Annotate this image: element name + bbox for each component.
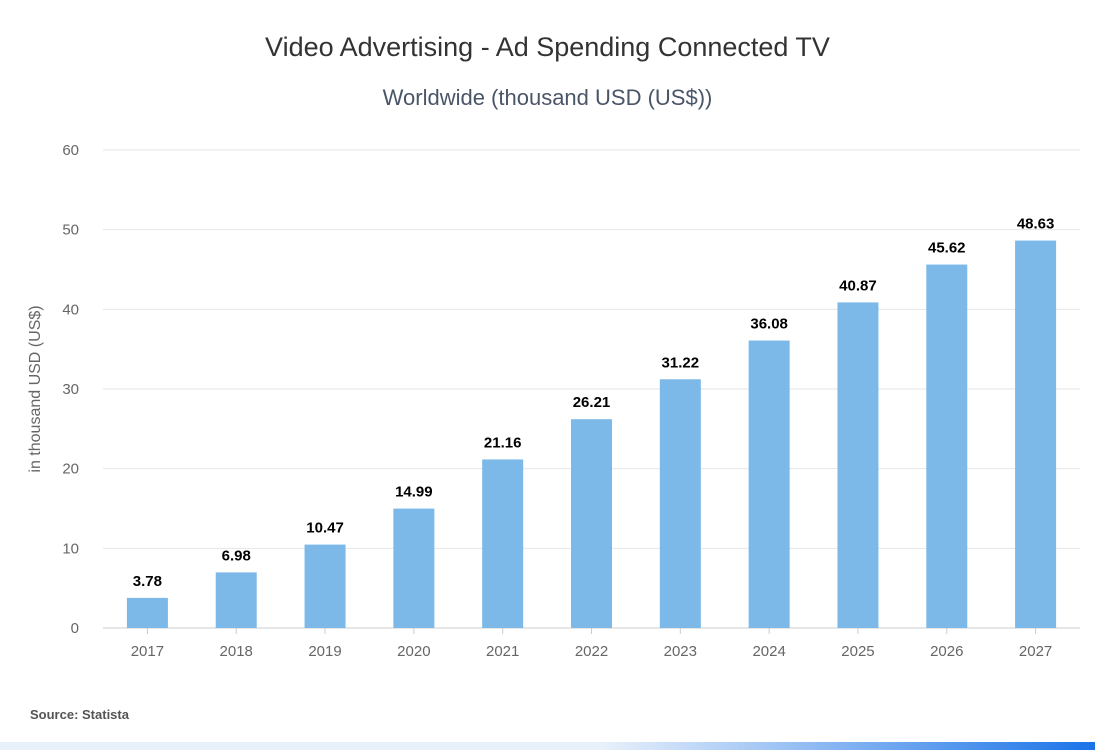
data-label: 36.08: [750, 316, 788, 333]
bar: [571, 419, 612, 628]
bar: [393, 508, 435, 628]
bar: [837, 302, 879, 628]
bar: [126, 597, 168, 628]
data-label: 21.16: [484, 434, 522, 451]
data-label: 40.87: [839, 277, 877, 294]
x-tick-label: 2018: [220, 643, 253, 660]
bar-chart: 0 10 20 30 40 50 60 3.78 6.98 10.47 14.99 21.16 26.…: [27, 142, 1080, 660]
x-tick-label: 2020: [397, 643, 430, 660]
x-tick-label: 2021: [486, 643, 519, 660]
y-tick-label: 0: [71, 620, 79, 637]
source-note: Source: Statista: [30, 707, 129, 722]
y-axis-label: in thousand USD (US$): [27, 305, 44, 472]
y-tick-label: 50: [62, 222, 79, 239]
x-tick-label: 2025: [841, 643, 874, 660]
data-label: 14.99: [395, 484, 433, 501]
y-tick-label: 20: [62, 461, 79, 478]
y-tick-label: 10: [62, 540, 79, 557]
x-tick-label: 2017: [131, 643, 164, 660]
bar: [482, 459, 524, 628]
x-tick-label: 2023: [664, 643, 697, 660]
y-axis-ticks: 0 10 20 30 40 50 60: [62, 142, 79, 637]
x-tick-label: 2026: [930, 643, 963, 660]
y-tick-label: 30: [62, 381, 79, 398]
data-label: 6.98: [222, 547, 251, 564]
bar: [304, 544, 346, 628]
bar: [748, 340, 790, 628]
x-axis-ticks: 2017 2018 2019 2020 2021 2022 2023 2024 2025 2026…: [131, 628, 1052, 660]
chart-subtitle: Worldwide (thousand USD (US$)): [382, 85, 713, 110]
data-label: 26.21: [573, 394, 611, 411]
data-label: 48.63: [1017, 216, 1055, 233]
data-label: 3.78: [133, 573, 162, 590]
x-tick-label: 2024: [752, 643, 785, 660]
y-tick-label: 40: [62, 301, 79, 318]
data-label: 10.47: [306, 520, 344, 537]
chart-title: Video Advertising - Ad Spending Connecte…: [265, 32, 830, 62]
y-tick-label: 60: [62, 142, 79, 159]
data-labels: 3.78 6.98 10.47 14.99 21.16 26.21 31.22 36.08 40…: [133, 216, 1055, 590]
bar: [215, 572, 257, 628]
bar: [926, 264, 968, 628]
bar: [659, 379, 701, 628]
x-tick-label: 2027: [1019, 643, 1052, 660]
x-tick-label: 2022: [575, 643, 608, 660]
data-label: 45.62: [928, 240, 966, 257]
x-tick-label: 2019: [308, 643, 341, 660]
bars: [126, 240, 1057, 628]
bar: [1015, 240, 1057, 628]
data-label: 31.22: [662, 354, 700, 371]
footer-gradient-bar: [0, 742, 1095, 750]
